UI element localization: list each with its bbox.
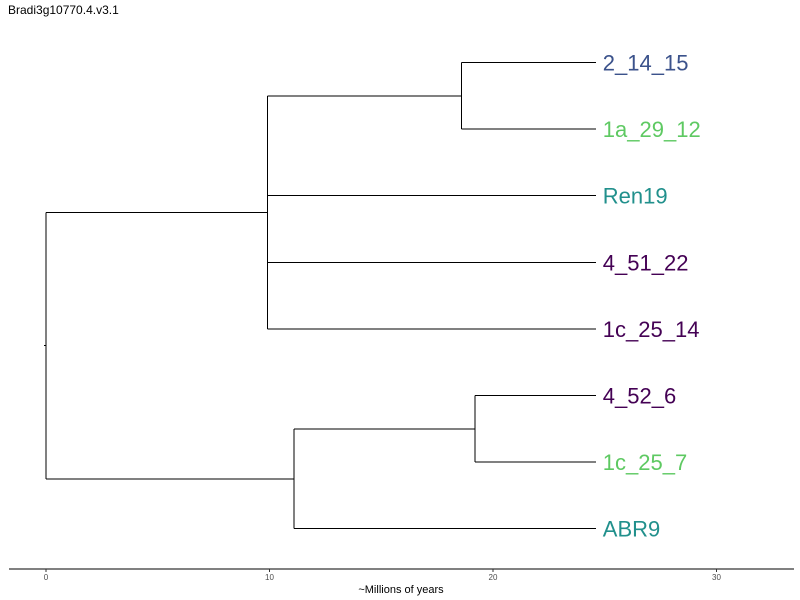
x-axis-ticks: 0 10 20 30 — [44, 569, 721, 582]
leaf-label: 4_51_22 — [603, 250, 689, 275]
leaf-label: 1c_25_14 — [603, 317, 700, 342]
leaf-label: Ren19 — [603, 184, 668, 209]
leaf-label: ABR9 — [603, 517, 660, 542]
leaf-label: 1c_25_7 — [603, 450, 687, 475]
page-title: Bradi3g10770.4.v3.1 — [8, 3, 119, 17]
x-axis-title: ~Millions of years — [358, 584, 444, 596]
x-tick-label: 0 — [44, 573, 49, 582]
leaf-labels: 2_14_15 1a_29_12 Ren19 4_51_22 1c_25_14 4_52_… — [603, 51, 701, 542]
leaf-label: 1a_29_12 — [603, 117, 701, 142]
x-axis: 0 10 20 30 ~Millions of years — [9, 568, 794, 596]
x-tick-label: 30 — [712, 573, 721, 582]
leaf-label: 4_52_6 — [603, 384, 676, 409]
leaf-label: 2_14_15 — [603, 51, 689, 76]
x-tick-label: 10 — [265, 573, 274, 582]
x-tick-label: 20 — [489, 573, 498, 582]
tree-branches — [44, 62, 596, 530]
